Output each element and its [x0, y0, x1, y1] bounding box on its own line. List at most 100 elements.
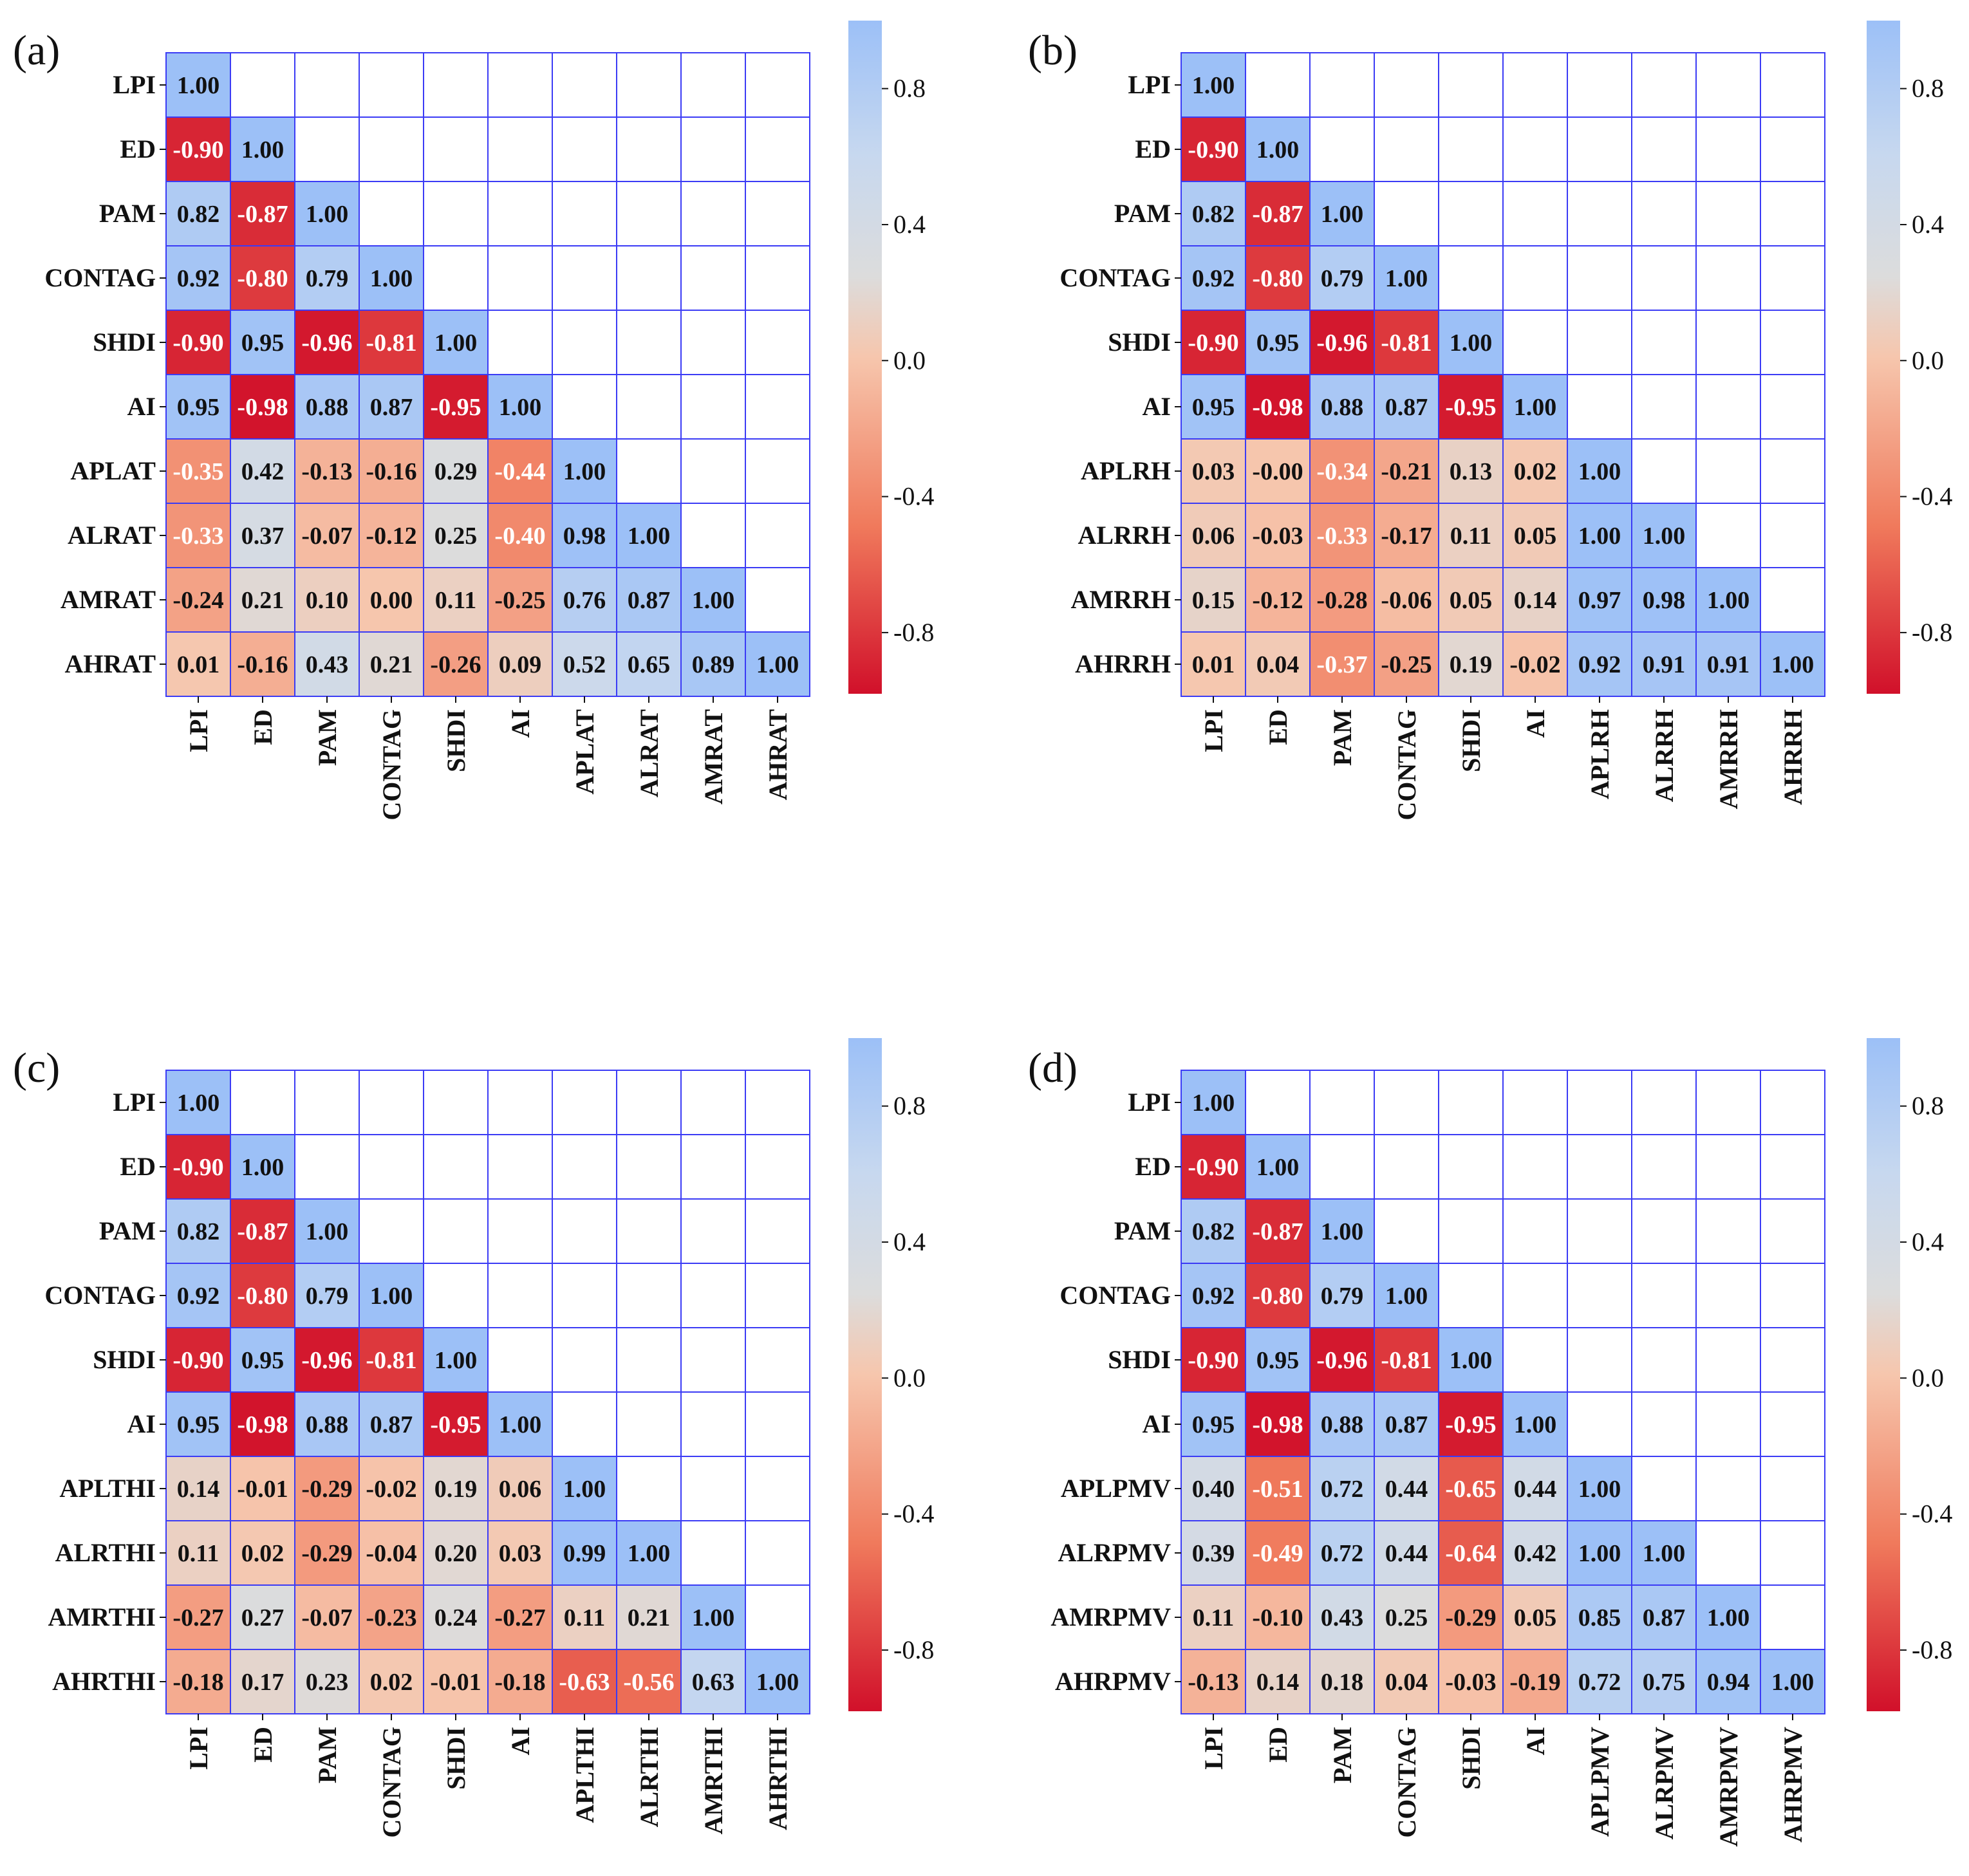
cell-value-label: 1.00 — [1578, 1540, 1621, 1567]
colorbar-tick-label: 0.4 — [893, 210, 926, 239]
cell-value-label: -0.01 — [430, 1669, 481, 1696]
empty-cell — [423, 1263, 489, 1328]
x-tick-label: APLPMV — [1585, 1727, 1614, 1837]
x-tick-label: AI — [506, 1727, 535, 1755]
empty-cell — [1438, 1134, 1504, 1200]
cell-value-label: 0.72 — [1321, 1476, 1364, 1503]
heatmap-cell — [1309, 245, 1375, 311]
heatmap-cell — [1245, 1263, 1311, 1328]
heatmap-cell — [1567, 567, 1632, 633]
cell-value-label: 0.87 — [1385, 394, 1428, 421]
panel-label: (b) — [1028, 27, 1078, 74]
cell-value-label: 0.79 — [306, 1283, 349, 1310]
x-tick-label: ED — [248, 709, 277, 745]
empty-cell — [1502, 52, 1568, 118]
empty-cell — [1695, 1456, 1761, 1521]
heatmap-cell — [680, 631, 746, 697]
cell-value-label: 1.00 — [370, 265, 413, 292]
y-tick-label: ED — [120, 135, 156, 163]
empty-cell — [1695, 52, 1761, 118]
cell-value-label: 0.14 — [177, 1476, 220, 1503]
heatmap-cell — [616, 631, 682, 697]
cell-value-label: -0.98 — [237, 1411, 288, 1438]
x-tick-label: ED — [1264, 1727, 1292, 1763]
heatmap-cell — [294, 1327, 360, 1393]
cell-value-label: 0.13 — [1450, 458, 1493, 485]
cell-value-label: 1.00 — [177, 72, 220, 99]
x-tick-label: APLAT — [570, 709, 599, 795]
cell-value-label: 0.88 — [306, 1411, 349, 1438]
heatmap-cell — [1309, 1456, 1375, 1521]
empty-cell — [1695, 1070, 1761, 1135]
cell-value-label: 0.92 — [177, 1283, 220, 1310]
empty-cell — [487, 116, 553, 182]
cell-value-label: 0.52 — [563, 651, 606, 678]
cell-value-label: -0.40 — [494, 523, 545, 550]
heatmap-cell — [165, 52, 231, 118]
empty-cell — [359, 181, 424, 246]
empty-cell — [552, 181, 617, 246]
colorbar-gradient — [1867, 1038, 1900, 1711]
empty-cell — [552, 374, 617, 440]
empty-cell — [552, 310, 617, 375]
y-tick-label: CONTAG — [44, 263, 156, 292]
heatmap-cell — [1245, 1520, 1311, 1586]
cell-value-label: 0.04 — [1256, 651, 1300, 678]
heatmap-cell — [230, 438, 295, 504]
heatmap-cell — [1245, 1391, 1311, 1457]
empty-cell — [745, 1134, 810, 1200]
empty-cell — [1695, 503, 1761, 568]
panel-label: (c) — [13, 1045, 60, 1091]
heatmap-cell — [1180, 503, 1246, 568]
empty-cell — [1631, 1327, 1697, 1393]
heatmap-cell — [1374, 245, 1439, 311]
cell-value-label: 1.00 — [1256, 1154, 1300, 1181]
x-tick-label: APLRH — [1585, 709, 1614, 799]
x-tick-label: AI — [1521, 1727, 1550, 1755]
heatmap-cell — [165, 116, 231, 182]
cell-value-label: 1.00 — [1385, 1283, 1428, 1310]
y-tick-label: AHRTHI — [52, 1667, 156, 1696]
x-axis-labels: LPI ED PAM CONTAG SHDI AI APLPMV ALRPMV AMRPMV AH… — [1199, 1714, 1807, 1847]
cell-value-label: -0.95 — [1445, 394, 1496, 421]
cell-value-label: 1.00 — [756, 651, 799, 678]
cell-value-label: -0.27 — [494, 1604, 545, 1631]
cell-value-label: -0.63 — [559, 1669, 610, 1696]
cell-value-label: 1.00 — [241, 1154, 285, 1181]
empty-cell — [294, 52, 360, 118]
empty-cell — [1760, 1520, 1825, 1586]
empty-cell — [616, 1134, 682, 1200]
x-tick-label: ALRRH — [1650, 709, 1679, 802]
cell-value-label: 0.72 — [1578, 1669, 1621, 1696]
cell-value-label: 0.44 — [1385, 1540, 1428, 1567]
empty-cell — [1438, 52, 1504, 118]
cell-value-label: 0.95 — [1192, 394, 1235, 421]
colorbar-tick-label: -0.4 — [1912, 482, 1952, 511]
heatmap-cell — [1502, 1584, 1568, 1650]
cell-value-label: 0.95 — [1256, 330, 1300, 357]
cell-value-label: 0.94 — [1707, 1669, 1750, 1696]
empty-cell — [294, 1134, 360, 1200]
y-tick-label: ED — [120, 1152, 156, 1181]
x-tick-label: SHDI — [442, 709, 471, 772]
y-tick-label: AMRRH — [1070, 585, 1171, 614]
cell-value-label: 1.00 — [1256, 136, 1300, 163]
empty-cell — [1374, 52, 1439, 118]
heatmap-cell — [230, 1327, 295, 1393]
cell-value-label: -0.25 — [1381, 651, 1432, 678]
heatmap-cell — [1374, 1263, 1439, 1328]
heatmap-cell — [1695, 1584, 1761, 1650]
empty-cell — [1695, 1263, 1761, 1328]
empty-cell — [1245, 52, 1311, 118]
y-tick-label: LPI — [113, 70, 156, 99]
y-tick-label: ALRRH — [1078, 521, 1171, 550]
heatmap-cells: 1.00 -0.90 1.00 0.82 -0.87 1.00 0.92 -0.80 0.79 1… — [165, 1070, 810, 1714]
colorbar-tick-label: 0.8 — [893, 74, 926, 103]
empty-cell — [1760, 1456, 1825, 1521]
empty-cell — [616, 374, 682, 440]
heatmap-cell — [1309, 631, 1375, 697]
heatmap-cell — [487, 631, 553, 697]
empty-cell — [1631, 1391, 1697, 1457]
cell-value-label: -0.28 — [1316, 587, 1367, 614]
heatmap-cell — [487, 1584, 553, 1650]
